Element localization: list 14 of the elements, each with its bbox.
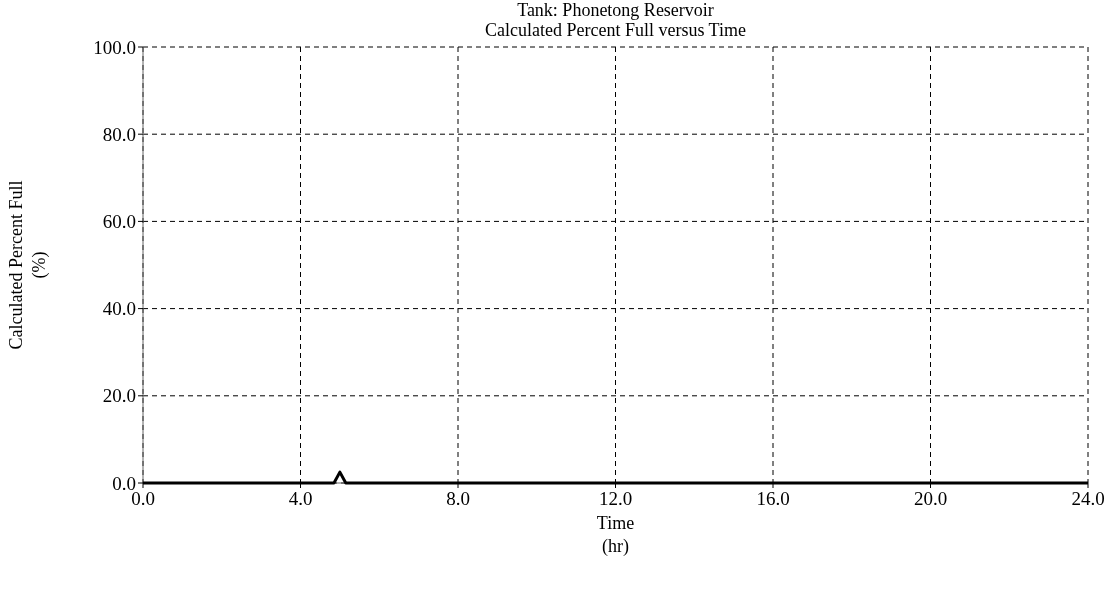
- y-tick-label: 20.0: [102, 385, 136, 407]
- y-tick-label: 80.0: [102, 123, 136, 145]
- y-axis-title: Calculated Percent Full (%): [6, 180, 50, 350]
- x-tick-label: 16.0: [756, 488, 790, 509]
- chart-title: Tank: Phonetong Reservoir Calculated Percent Full versus Time: [485, 0, 746, 40]
- y-tick-label: 60.0: [102, 211, 136, 233]
- x-tick-label: 24.0: [1071, 488, 1105, 509]
- x-tick-label: 12.0: [598, 488, 633, 509]
- x-tick-label: 20.0: [913, 488, 948, 509]
- y-tick-label: 100.0: [93, 36, 136, 58]
- y-tick-label: 40.0: [102, 298, 136, 320]
- x-tick-label: 8.0: [446, 488, 470, 509]
- x-tick-label: 4.0: [288, 488, 313, 509]
- x-axis-title: Time (hr): [596, 513, 635, 557]
